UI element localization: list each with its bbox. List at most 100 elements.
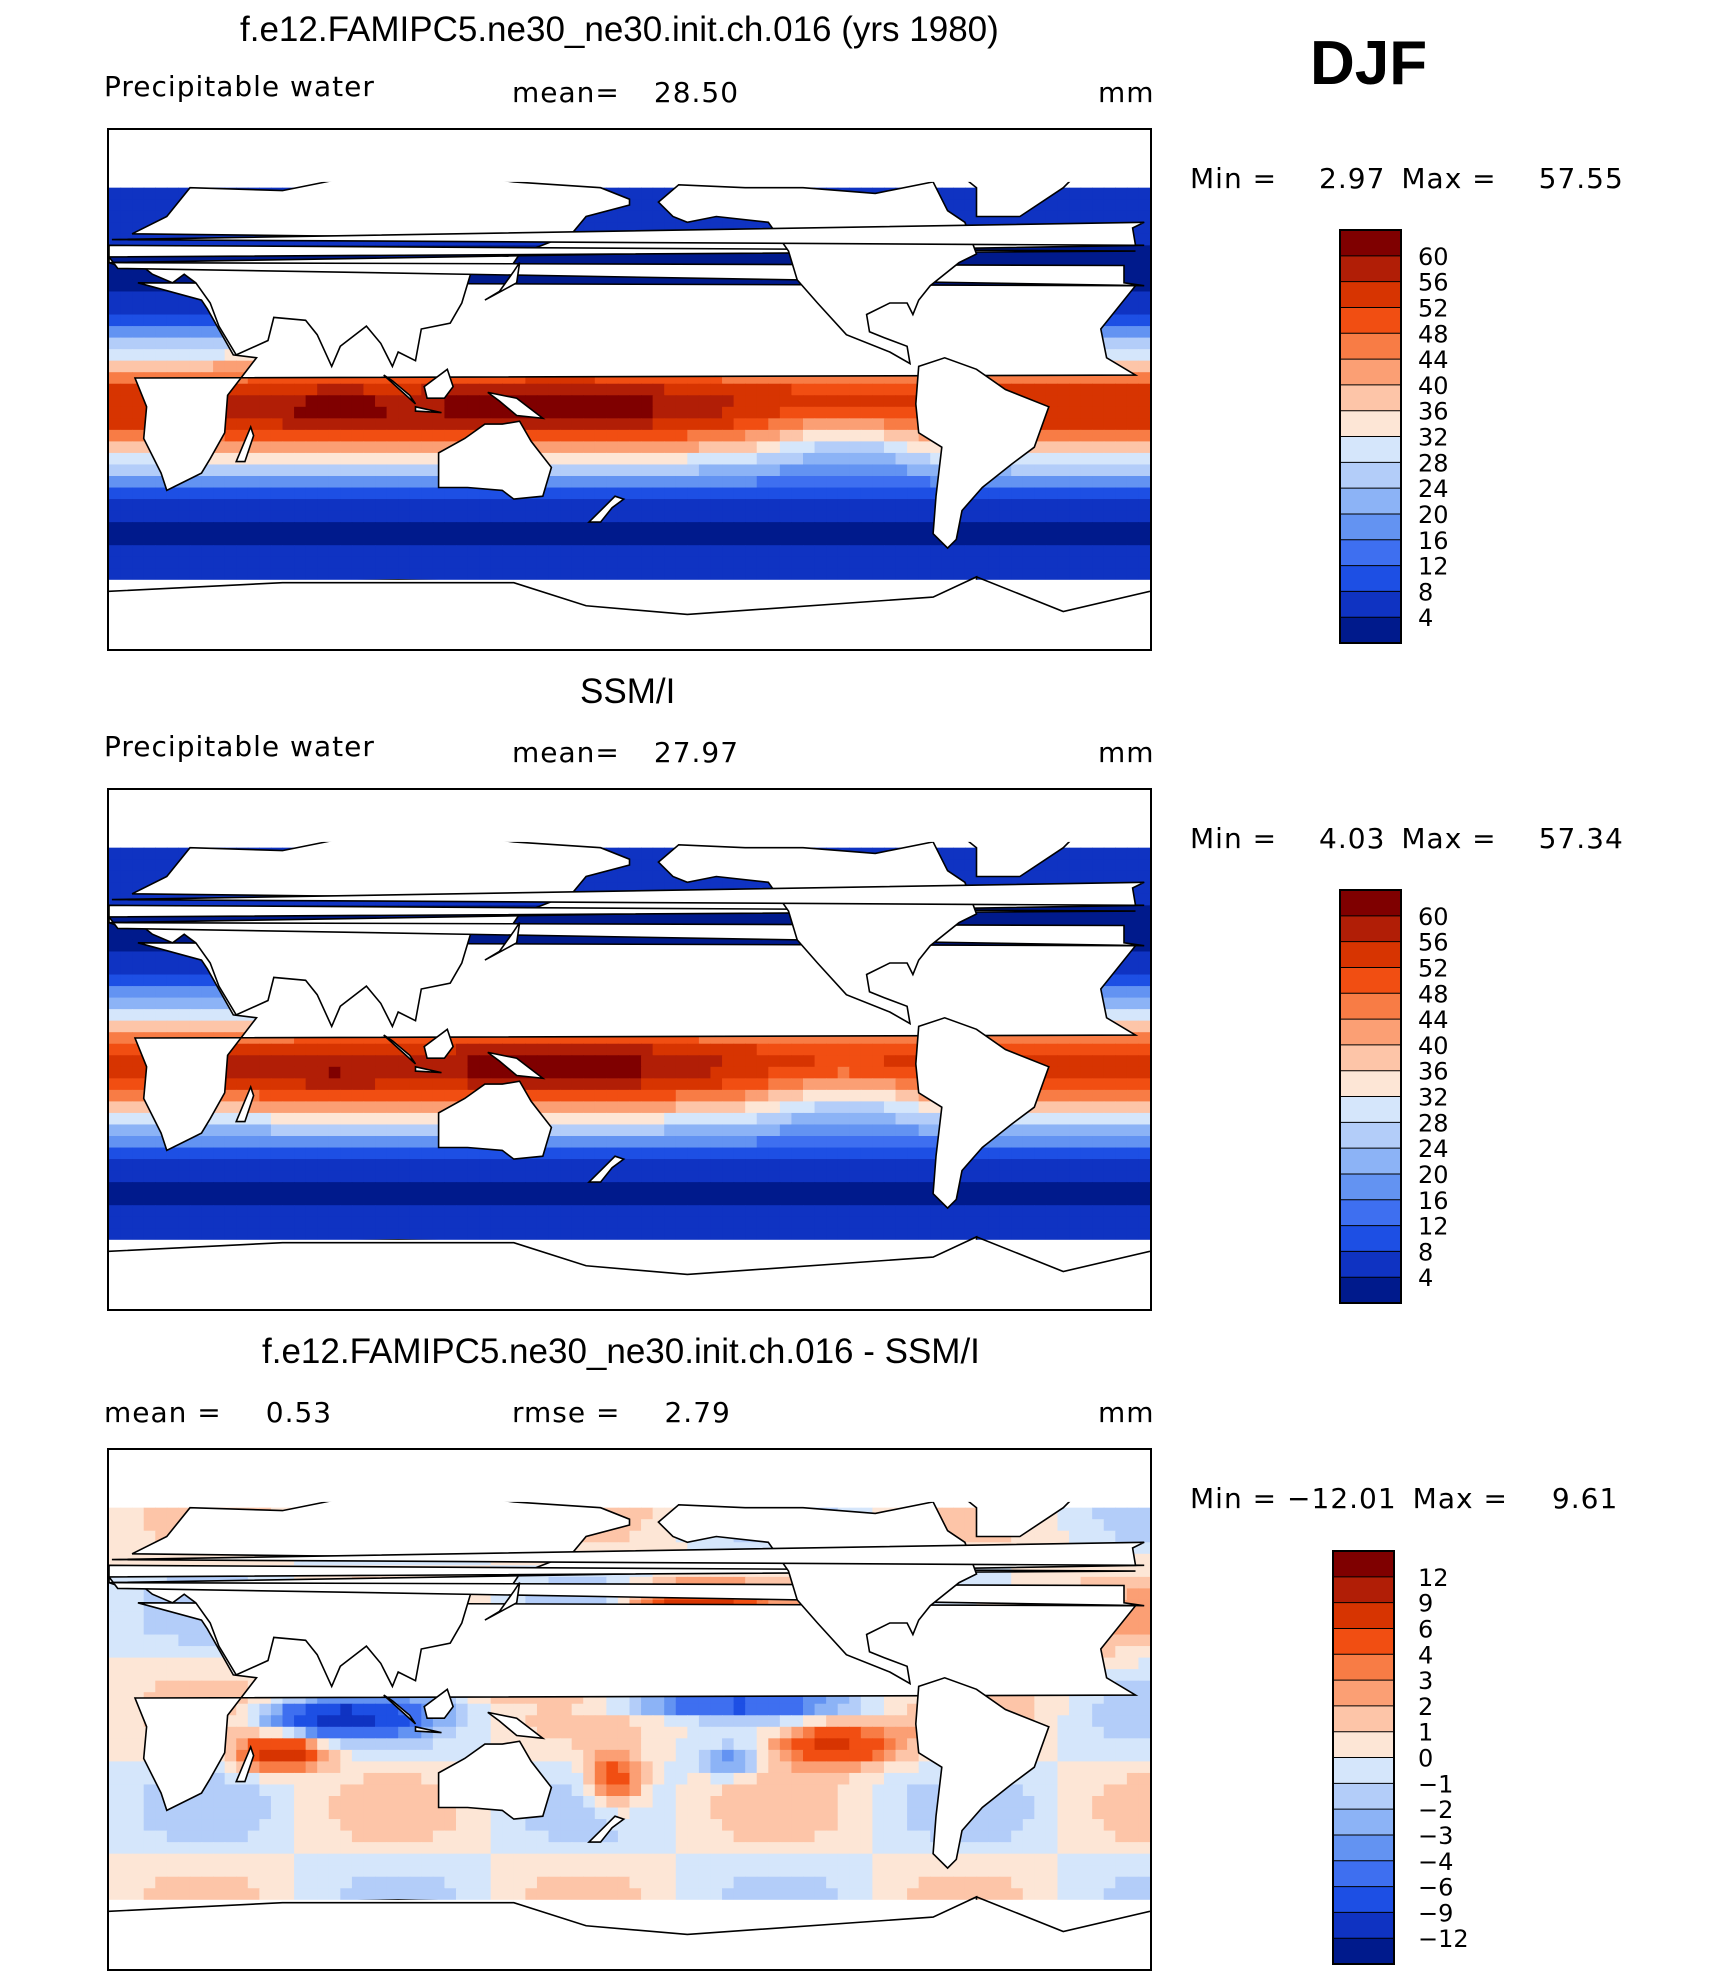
field-cell — [606, 441, 619, 454]
field-cell — [641, 1055, 654, 1068]
field-cell — [849, 1055, 862, 1068]
max-value: 57.34 — [1538, 822, 1624, 855]
field-cell — [641, 487, 654, 500]
field-cell — [710, 487, 723, 500]
field-cell — [687, 533, 700, 546]
field-cell — [398, 464, 411, 477]
field-cell — [421, 545, 434, 558]
field-cell — [1126, 533, 1140, 546]
field-cell — [132, 452, 145, 466]
field-cell — [224, 441, 237, 454]
field-cell — [155, 303, 168, 316]
field-cell — [849, 406, 862, 419]
field-cell — [733, 406, 746, 419]
field-cell — [594, 1078, 607, 1091]
field-cell — [536, 510, 550, 523]
field-cell — [883, 510, 897, 523]
field-cell — [328, 1066, 341, 1079]
field-cell — [143, 522, 156, 535]
field-cell — [213, 337, 226, 350]
field-cell — [1092, 464, 1105, 477]
field-cell — [629, 870, 642, 883]
field-cell — [155, 291, 168, 304]
field-cell — [456, 545, 469, 558]
field-cell — [386, 1055, 399, 1068]
field-cell — [270, 487, 284, 500]
field-cell — [999, 487, 1012, 500]
field-cell — [1103, 522, 1116, 535]
field-cell — [236, 395, 249, 408]
colorbar-bin — [1340, 333, 1401, 360]
field-cell — [456, 522, 469, 535]
field-cell — [398, 556, 411, 569]
field-cell — [918, 533, 931, 546]
field-cell — [641, 847, 654, 860]
field-cell — [351, 1078, 365, 1091]
field-cell — [918, 510, 931, 523]
field-cell — [340, 418, 353, 431]
field-cell — [768, 464, 781, 477]
field-cell — [918, 452, 931, 466]
field-cell — [964, 187, 978, 200]
field-cell — [421, 487, 434, 500]
field-cell — [571, 487, 584, 500]
field-cell — [432, 487, 446, 500]
field-cell — [606, 533, 619, 546]
field-cell — [1057, 859, 1070, 872]
field-cell — [259, 556, 272, 569]
field-cell — [236, 464, 249, 477]
field-cell — [849, 395, 862, 408]
field-cell — [340, 533, 353, 546]
field-cell — [259, 533, 272, 546]
colorbar-tick-label: 44 — [1418, 346, 1449, 374]
field-cell — [826, 1066, 839, 1079]
field-cell — [109, 882, 122, 895]
field-cell — [710, 452, 723, 466]
field-cell — [964, 522, 978, 535]
field-cell — [1057, 522, 1070, 535]
field-cell — [409, 1055, 422, 1068]
field-cell — [641, 441, 654, 454]
field-cell — [201, 545, 214, 558]
field-cell — [1115, 418, 1128, 431]
field-cell — [351, 452, 365, 466]
field-cell — [687, 1055, 700, 1068]
field-cell — [814, 476, 827, 489]
field-cell — [710, 499, 723, 512]
field-cell — [398, 429, 411, 442]
field-cell — [328, 499, 341, 512]
field-cell — [1115, 210, 1128, 223]
field-cell — [109, 1043, 122, 1056]
field-cell — [109, 928, 122, 941]
field-cell — [722, 476, 735, 489]
field-cell — [1022, 210, 1035, 223]
field-cell — [803, 383, 816, 396]
field-cell — [490, 533, 503, 546]
field-cell — [467, 1043, 480, 1056]
field-cell — [1115, 1043, 1128, 1056]
field-cell — [675, 429, 688, 442]
field-cell — [375, 499, 388, 512]
field-cell — [571, 499, 584, 512]
field-cell — [698, 556, 712, 569]
field-cell — [918, 545, 931, 558]
field-cell — [189, 986, 203, 999]
field-cell — [999, 499, 1012, 512]
field-cell — [270, 545, 284, 558]
field-cell — [363, 418, 376, 431]
field-cell — [386, 441, 399, 454]
field-cell — [606, 556, 619, 569]
field-cell — [143, 847, 156, 860]
field-cell — [1045, 406, 1059, 419]
field-cell — [1069, 499, 1082, 512]
field-cell — [536, 441, 550, 454]
field-cell — [849, 418, 862, 431]
colorbar-bin — [1340, 462, 1401, 489]
field-cell — [1045, 429, 1059, 442]
field-cell — [860, 418, 873, 431]
field-cell — [155, 522, 168, 535]
field-cell — [976, 556, 989, 569]
field-cell — [849, 533, 862, 546]
field-cell — [698, 522, 712, 535]
field-cell — [143, 974, 156, 987]
